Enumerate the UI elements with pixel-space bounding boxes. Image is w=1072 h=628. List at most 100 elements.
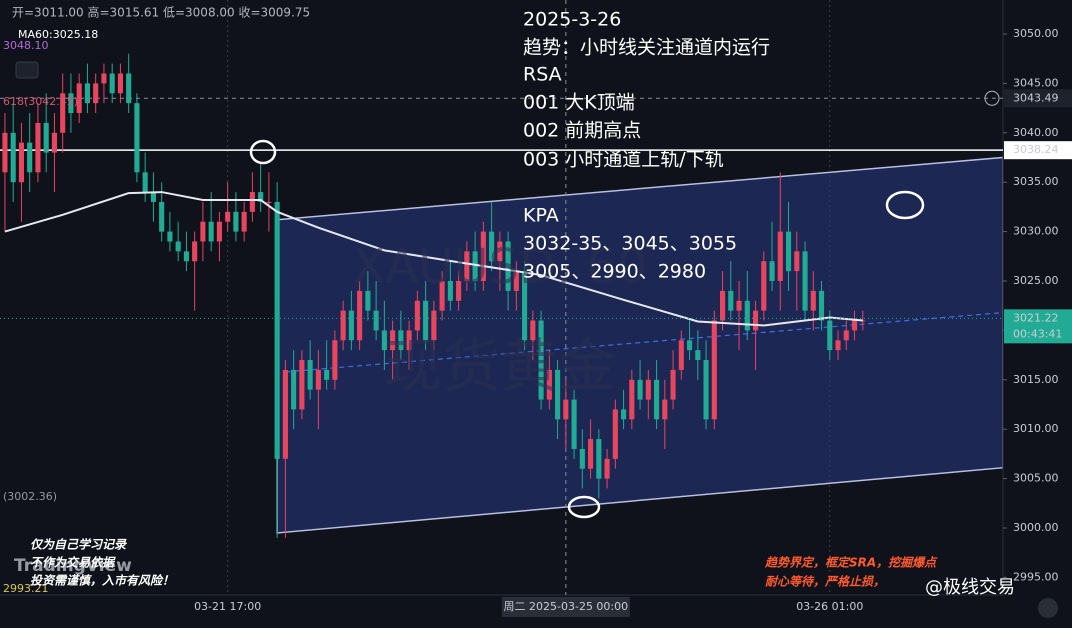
candle-body [695, 350, 701, 361]
candle-body [480, 231, 486, 281]
disclaimer: 投资需谨慎，入市有风险！ [30, 574, 174, 588]
candle-body [588, 439, 594, 469]
candle-body [703, 360, 709, 420]
last-price-tag [1004, 309, 1072, 344]
candle-body [522, 271, 528, 341]
candle-body [860, 320, 866, 322]
candle-body [93, 83, 99, 104]
y-tick-label: 3035.00 [1013, 175, 1059, 188]
candle-body [687, 340, 693, 351]
candle-body [241, 211, 247, 232]
candle-body [27, 142, 33, 173]
candle-body [159, 201, 165, 232]
candle-body [200, 221, 206, 242]
candle-body [274, 201, 280, 459]
crosshair-y-label: 3043.49 [1013, 91, 1059, 104]
candle-body [266, 201, 272, 203]
candle-body [142, 172, 148, 193]
settings-button[interactable] [1038, 598, 1058, 618]
annotation: RSA [523, 64, 562, 86]
circle-marker [567, 495, 601, 519]
candle-body [84, 83, 90, 104]
candle-body [365, 290, 371, 311]
candle-body [2, 132, 8, 173]
candle-body [332, 340, 338, 380]
candle-body [233, 211, 239, 232]
candle-body [183, 251, 189, 262]
y-tick-label: 3005.00 [1013, 472, 1059, 485]
candle-body [175, 241, 181, 252]
candle-body [818, 290, 825, 321]
candle-body [629, 379, 635, 420]
slogan: 趋势界定，框定SRA，挖掘爆点 [764, 556, 938, 570]
brand: @极线交易 [925, 577, 1015, 598]
level-label: (3002.36) [3, 490, 57, 503]
candle-body [357, 290, 363, 341]
crosshair-x-label: 周二 2025-03-25 00:00 [504, 600, 629, 613]
candle-body [150, 192, 156, 202]
y-tick-label: 3030.00 [1013, 225, 1059, 238]
candle-body [546, 369, 552, 400]
candle-body [101, 73, 107, 84]
collapse-button[interactable] [15, 61, 39, 79]
candle-body [464, 251, 470, 281]
candle-body [167, 231, 173, 242]
add-button [984, 90, 1000, 106]
crosshair-x-tag [501, 597, 630, 617]
x-tick-label: 03-21 17:00 [194, 600, 261, 613]
candle-body [497, 241, 503, 262]
candle-body [68, 93, 74, 114]
watermark: 现货黄金 [384, 332, 616, 400]
circle-marker [249, 139, 277, 165]
candle-body [612, 409, 618, 459]
candle-body [827, 320, 833, 351]
candle-body [579, 448, 585, 469]
annotation: 2025-3-26 [523, 9, 621, 31]
candle-body [670, 369, 676, 400]
candle-body [109, 73, 115, 94]
candle-body [431, 310, 437, 341]
candle-body [728, 290, 734, 311]
annotation: 002 前期高点 [523, 120, 641, 142]
candle-body [678, 340, 684, 370]
level-label: 2993.21 [3, 582, 49, 595]
candle-body [555, 369, 561, 420]
candle-body [596, 439, 602, 479]
y-tick-label: 3015.00 [1013, 373, 1059, 386]
candle-body [736, 300, 742, 311]
candle-body [538, 320, 544, 400]
candle-body [225, 211, 231, 222]
candle-body [43, 122, 49, 153]
candle-body [447, 280, 453, 301]
disclaimer: 不作为交易依据 [30, 556, 116, 570]
candle-body [324, 369, 330, 380]
candle-body [373, 310, 379, 331]
y-tick-label: 3000.00 [1013, 521, 1059, 534]
candle-body [637, 379, 643, 400]
watermark: XAUUSD, 60 [352, 239, 647, 295]
candle-body [851, 320, 858, 331]
candle-body [810, 290, 816, 311]
candle-body [654, 379, 660, 420]
slogan: 耐心等待，严格止损， [765, 575, 885, 589]
candle-body [802, 251, 808, 311]
candle-body [117, 73, 123, 94]
ma-line [4, 191, 863, 327]
candle-body [381, 330, 387, 351]
candle-body [835, 340, 841, 351]
candle-body [645, 379, 651, 400]
candle-body [192, 241, 198, 262]
candle-body [769, 261, 775, 281]
x-tick-label: 03-26 01:00 [796, 600, 863, 613]
candle-body [216, 221, 222, 242]
candle-body [258, 192, 264, 202]
platform-logo: TradingView [14, 556, 132, 576]
candle-body [794, 251, 800, 272]
candle-body [843, 330, 849, 341]
candle-body [291, 369, 297, 410]
candle-body [530, 320, 536, 341]
candle-body [76, 83, 82, 114]
y-tick-label: 2995.00 [1013, 570, 1059, 583]
